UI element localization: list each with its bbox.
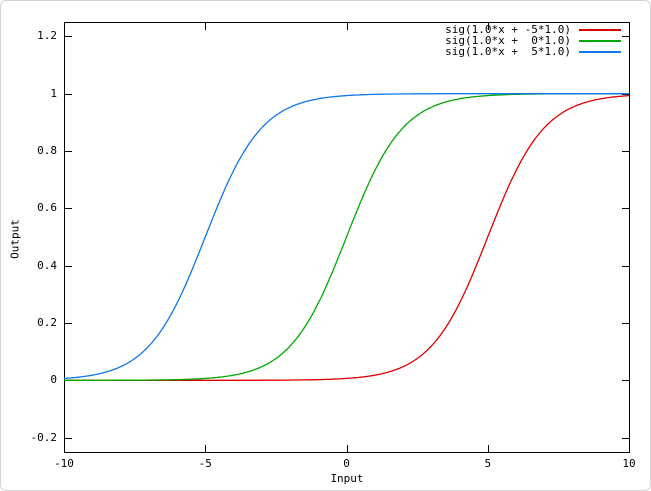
legend-item: sig(1.0*x + -5*1.0) [445, 24, 621, 35]
legend-label: sig(1.0*x + 0*1.0) [445, 34, 571, 47]
legend-line-sample [579, 28, 621, 31]
series-line-2 [63, 93, 629, 380]
series-line-1 [64, 93, 629, 381]
legend-label: sig(1.0*x + -5*1.0) [445, 23, 571, 36]
legend-item: sig(1.0*x + 5*1.0) [445, 46, 621, 57]
y-axis-title: Output [8, 219, 22, 259]
x-axis-title: Input [330, 472, 364, 485]
plot-border [64, 22, 630, 453]
legend: sig(1.0*x + -5*1.0) sig(1.0*x + 0*1.0) sig… [445, 24, 621, 57]
legend-label: sig(1.0*x + 5*1.0) [445, 45, 571, 58]
legend-line-sample [579, 39, 621, 42]
legend-line-sample [579, 50, 621, 53]
legend-item: sig(1.0*x + 0*1.0) [445, 35, 621, 46]
